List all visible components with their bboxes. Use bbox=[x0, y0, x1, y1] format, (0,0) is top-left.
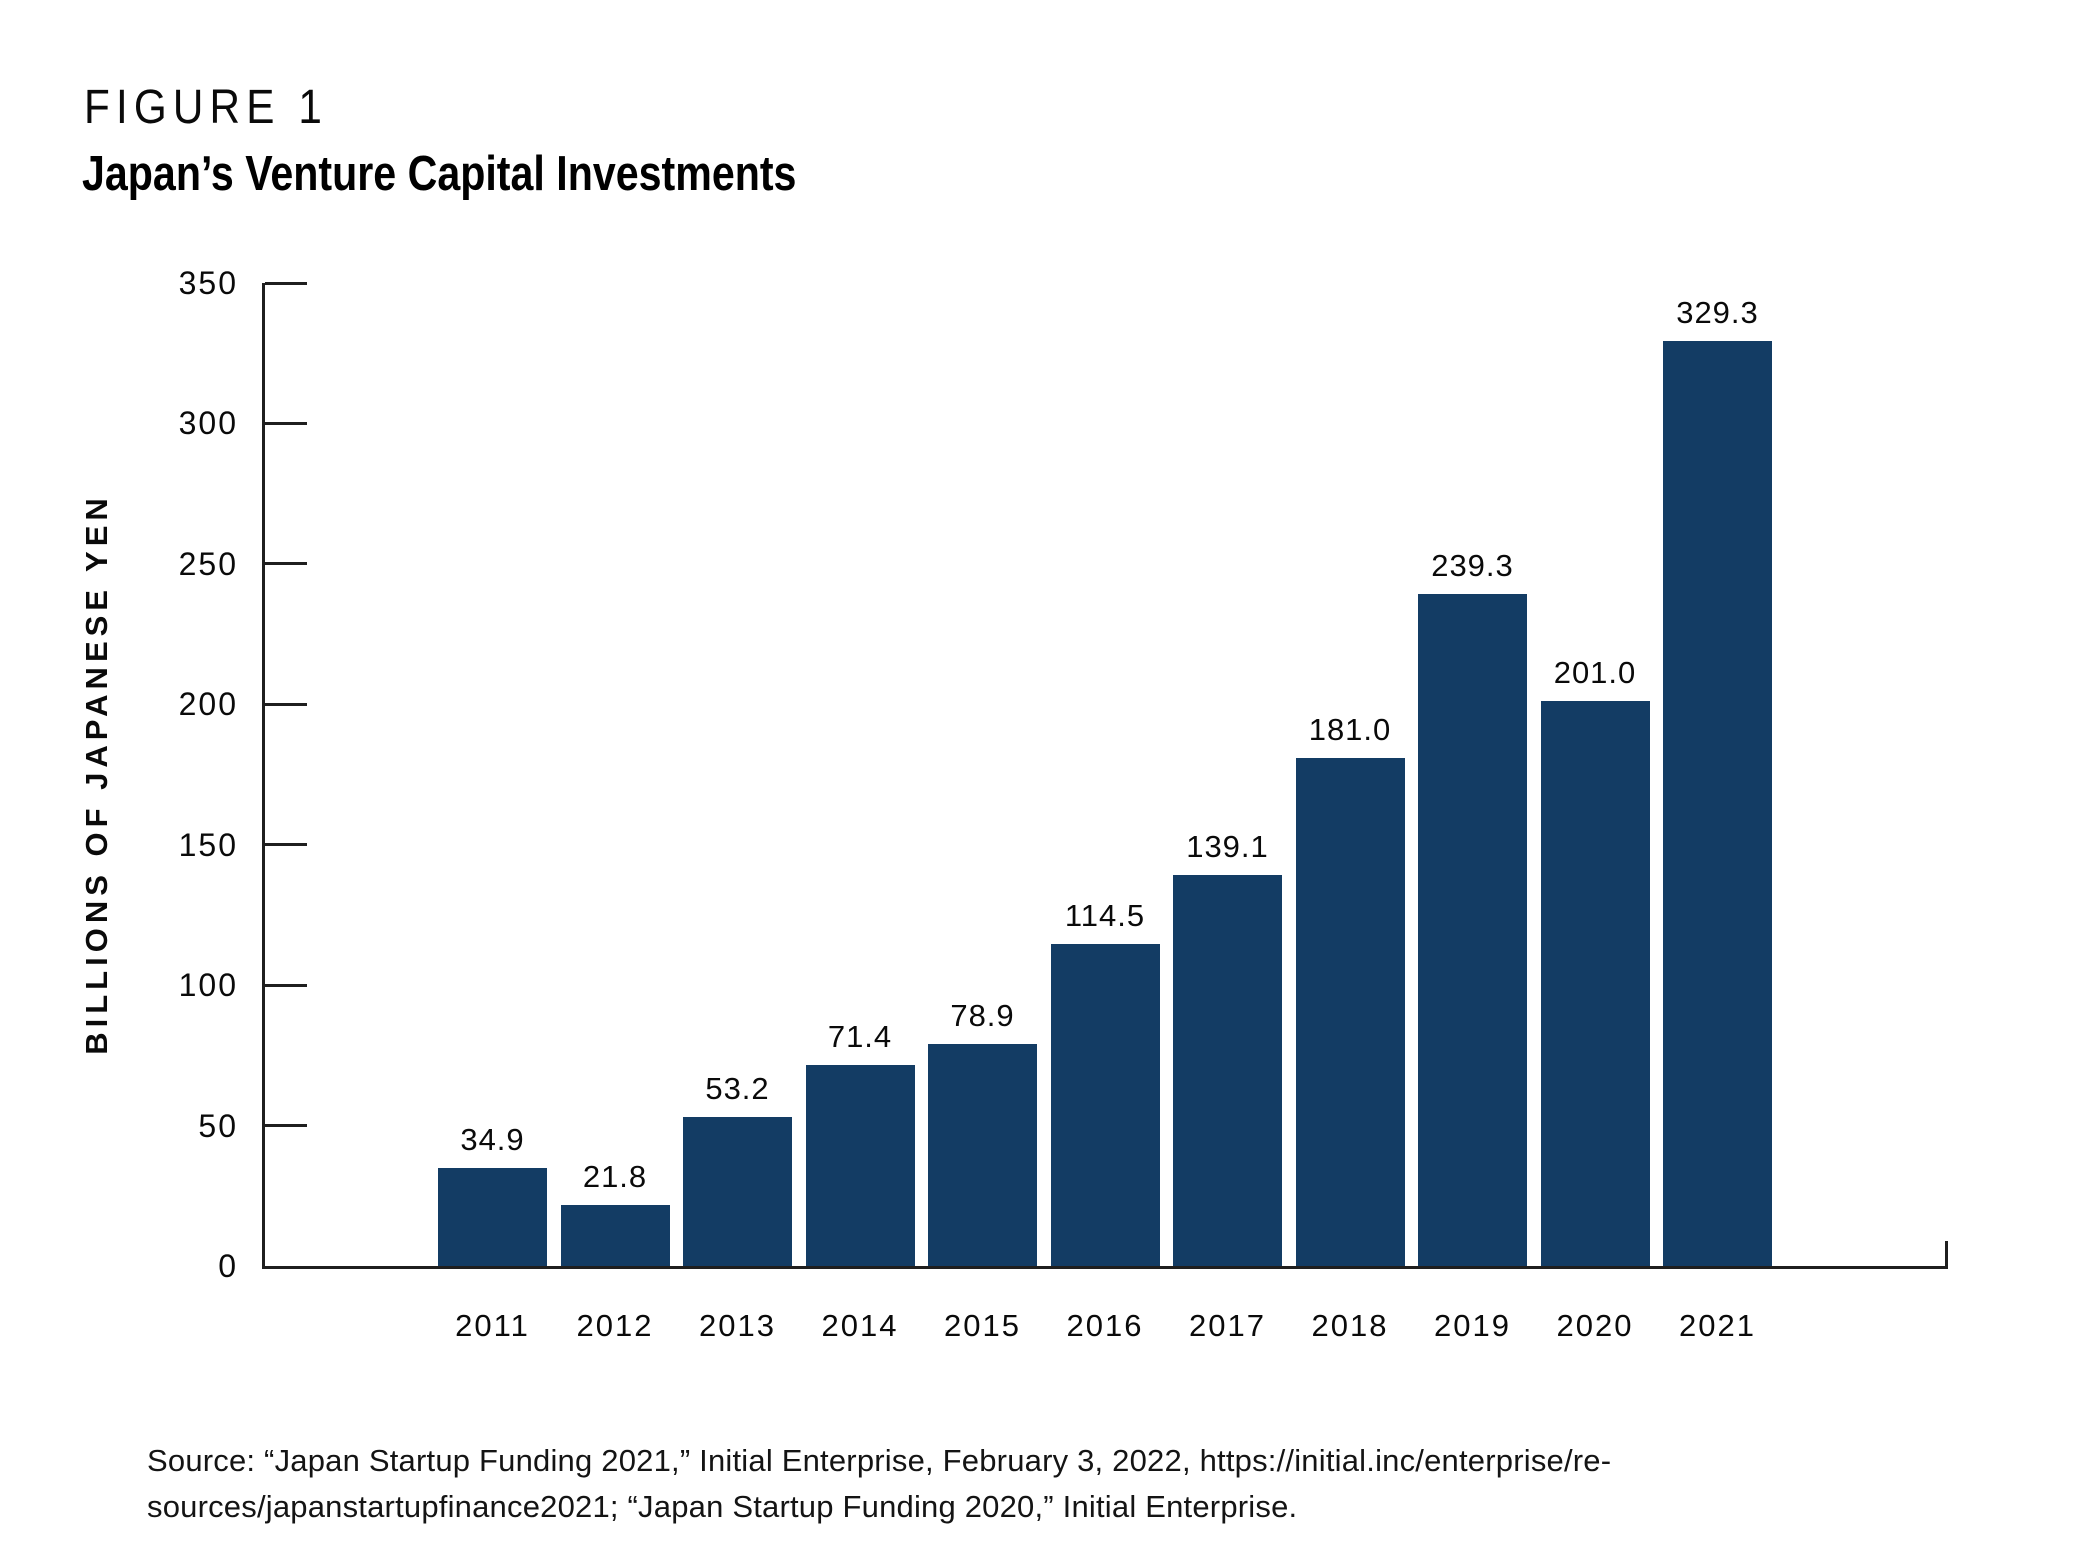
y-tick-mark-100 bbox=[265, 983, 307, 987]
bar-value-2014: 71.4 bbox=[827, 1019, 893, 1055]
bar-2020 bbox=[1540, 701, 1650, 1266]
y-tick-mark-250 bbox=[265, 562, 307, 566]
y-tick-label-50: 50 bbox=[198, 1107, 238, 1144]
x-tick-label-2016: 2016 bbox=[1066, 1308, 1144, 1343]
y-tick-label-350: 350 bbox=[178, 265, 238, 301]
bar-value-2013: 53.2 bbox=[705, 1070, 770, 1106]
bar-2019 bbox=[1418, 593, 1527, 1266]
x-tick-label-2018: 2018 bbox=[1311, 1308, 1389, 1343]
plot-area: 34.9 2011 21.8 2012 53.2 2013 71.4 2014 78.9 2015… bbox=[262, 281, 1948, 1343]
figure-title: Japan’s Venture Capital Investments bbox=[82, 147, 797, 201]
bar-value-2011: 34.9 bbox=[460, 1121, 525, 1157]
bar-value-2019: 239.3 bbox=[1431, 547, 1514, 583]
y-tick-mark-300 bbox=[265, 421, 307, 425]
bar-value-2015: 78.9 bbox=[950, 998, 1015, 1034]
y-tick-label-300: 300 bbox=[178, 405, 238, 442]
x-tick-label-2014: 2014 bbox=[821, 1308, 899, 1343]
x-tick-label-2011: 2011 bbox=[455, 1308, 530, 1343]
bar-value-2016: 114.5 bbox=[1064, 898, 1146, 934]
x-tick-label-2017: 2017 bbox=[1189, 1308, 1266, 1343]
bar-2013 bbox=[683, 1116, 792, 1266]
source-note: Source: “Japan Startup Funding 2021,” In… bbox=[147, 1438, 1611, 1530]
bar-value-2020: 201.0 bbox=[1553, 655, 1637, 691]
x-tick-label-2013: 2013 bbox=[699, 1308, 776, 1343]
source-line-2: sources/japanstartupfinance2021; “Japan … bbox=[147, 1489, 1298, 1524]
bar-2017 bbox=[1173, 875, 1282, 1266]
bar-2015 bbox=[928, 1044, 1037, 1266]
bar-2011 bbox=[438, 1167, 547, 1266]
y-tick-label-150: 150 bbox=[178, 826, 238, 863]
y-tick-label-250: 250 bbox=[178, 545, 238, 582]
y-tick-label-200: 200 bbox=[178, 686, 238, 723]
y-tick-mark-350 bbox=[265, 281, 307, 285]
x-tick-label-2012: 2012 bbox=[576, 1308, 654, 1343]
bar-value-2017: 139.1 bbox=[1186, 829, 1269, 865]
x-tick-label-2015: 2015 bbox=[944, 1308, 1021, 1343]
y-tick-label-0: 0 bbox=[218, 1248, 238, 1284]
y-tick-mark-150 bbox=[265, 843, 307, 847]
figure-label: FIGURE 1 bbox=[84, 81, 329, 134]
x-tick-label-2019: 2019 bbox=[1434, 1308, 1511, 1343]
bar-2016 bbox=[1050, 944, 1160, 1266]
bar-value-2012: 21.8 bbox=[582, 1158, 648, 1194]
bar-value-2021: 329.3 bbox=[1676, 295, 1759, 331]
x-tick-label-2020: 2020 bbox=[1556, 1308, 1634, 1343]
bar-2021 bbox=[1663, 341, 1772, 1266]
bar-value-2018: 181.0 bbox=[1308, 711, 1392, 747]
x-tick-label-2021: 2021 bbox=[1679, 1308, 1756, 1343]
bar-2014 bbox=[805, 1065, 915, 1266]
bar-2012 bbox=[560, 1204, 670, 1266]
bar-2018 bbox=[1295, 757, 1405, 1266]
y-tick-label-100: 100 bbox=[178, 967, 238, 1004]
source-line-1: Source: “Japan Startup Funding 2021,” In… bbox=[147, 1443, 1612, 1478]
x-axis-end-tick bbox=[1945, 1241, 1948, 1266]
y-tick-mark-200 bbox=[265, 702, 307, 706]
y-tick-mark-50 bbox=[265, 1124, 307, 1128]
